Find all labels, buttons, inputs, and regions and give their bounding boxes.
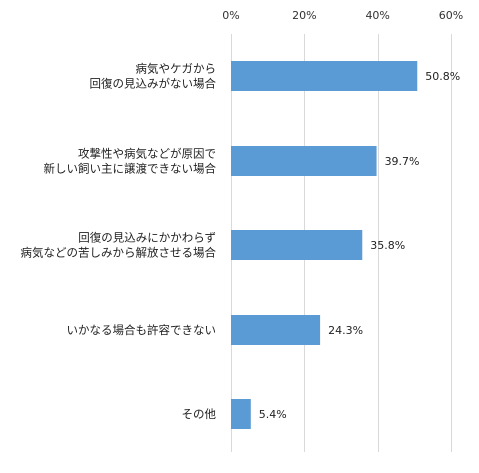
category-label: その他 xyxy=(182,407,217,421)
category-label: いかなる場合も許容できない xyxy=(67,323,217,337)
bar xyxy=(231,399,251,429)
data-label: 5.4% xyxy=(259,408,287,421)
category-label: 病気やケガから xyxy=(136,62,217,76)
data-label: 24.3% xyxy=(328,324,363,337)
category-label: 回復の見込みにかかわらず xyxy=(78,231,216,245)
x-tick-label: 0% xyxy=(222,9,239,22)
bar xyxy=(231,230,363,260)
category-label: 新しい飼い主に譲渡できない場合 xyxy=(44,162,217,176)
x-axis-ticks: 0% 20% 40% 60% xyxy=(222,9,463,22)
data-label: 35.8% xyxy=(370,239,405,252)
category-label: 攻撃性や病気などが原因で xyxy=(78,147,216,161)
x-tick-label: 40% xyxy=(365,9,389,22)
x-tick-label: 20% xyxy=(292,9,316,22)
category-labels: 病気やケガから回復の見込みがない場合攻撃性や病気などが原因で新しい飼い主に譲渡で… xyxy=(21,62,217,422)
data-labels: 50.8% 39.7% 35.8% 24.3% 5.4% xyxy=(259,70,460,421)
category-label: 病気などの苦しみから解放させる場合 xyxy=(21,246,217,260)
bars xyxy=(231,61,418,429)
x-tick-label: 60% xyxy=(439,9,463,22)
bar xyxy=(231,146,377,176)
data-label: 50.8% xyxy=(425,70,460,83)
category-label: 回復の見込みがない場合 xyxy=(90,77,217,91)
data-label: 39.7% xyxy=(385,155,420,168)
bar xyxy=(231,315,321,345)
bar xyxy=(231,61,418,91)
